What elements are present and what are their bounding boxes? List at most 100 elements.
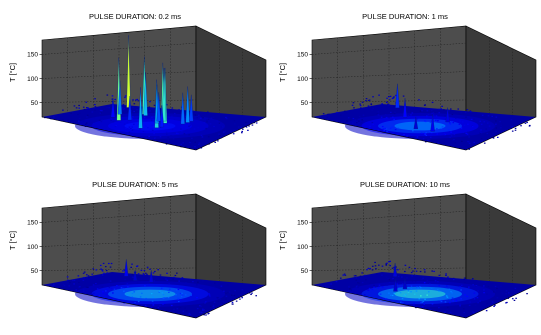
surface-pixel [422,277,424,279]
surface-pixel [124,96,126,98]
surface-pixel [157,307,160,309]
surface-pixel [203,309,205,311]
surface-pixel [79,112,81,114]
surface-pixel [67,279,69,281]
surface-pixel [495,130,497,133]
surface-pixel [436,120,439,122]
surface-pixel [451,292,453,294]
surface-pixel [192,280,194,283]
surface-pixel [131,292,134,295]
surface-pixel [477,302,479,304]
surface-pixel [389,95,392,97]
surface-pixel [475,284,478,287]
surface-pixel [173,276,175,279]
surface-pixel [426,110,429,112]
surface-pixel [406,277,408,279]
surface-pixel [455,300,458,302]
surface-pixel [494,125,497,127]
surface-pixel [208,293,210,295]
surface-pixel [452,277,455,279]
surface-pixel [487,115,490,117]
surface-pixel [217,300,219,302]
surface-pixel [73,279,76,281]
surface-pixel [413,293,416,295]
surface-pixel [403,276,405,279]
surface-pixel [352,102,355,104]
temperature-peak [117,80,123,115]
surface-pixel [316,284,319,286]
surface-pixel [387,277,389,280]
surface-pixel [366,289,369,291]
surface-pixel [241,132,243,134]
surface-pixel [412,130,414,132]
surface-pixel [364,274,366,277]
surface-pixel [57,117,60,119]
surface-pixel [198,114,200,116]
surface-pixel [445,110,447,113]
surface-pixel [153,136,156,138]
surface-pixel [510,119,513,121]
surface-pixel [124,95,127,97]
surface-pixel [186,123,188,125]
surface-pixel [473,312,475,314]
surface-pixel [146,273,148,275]
surface-pixel [415,270,418,272]
surface-pixel [386,97,388,99]
z-tick-label: 150 [27,52,38,59]
surface-pixel [511,130,514,132]
surface-pixel [336,111,338,114]
surface-pixel [105,290,107,292]
surface-pixel [424,141,427,143]
surface-pixel [528,124,531,127]
surface-pixel [344,110,346,112]
surface-pixel [158,290,161,292]
surface-pixel [359,103,361,105]
surface-pixel [350,124,352,126]
surface-pixel [111,98,114,100]
surface-pixel [440,127,443,129]
surface-pixel [86,114,89,116]
surface-pixel [123,290,125,292]
surface-pixel [386,284,388,286]
surface-pixel [465,116,467,118]
surface-pixel [351,104,354,106]
surface-pixel [515,123,518,125]
surface-pixel [447,129,450,131]
surface-pixel [199,311,201,313]
surface-pixel [191,140,194,142]
surface-pixel [162,287,165,289]
surface-pixel [78,281,80,284]
surface-pixel [128,131,131,133]
surface-pixel [351,122,354,124]
surface-pixel [441,126,444,128]
surface-pixel [432,112,435,114]
surface-pixel [505,302,507,304]
surface-pixel [505,290,508,292]
surface-pixel [480,137,483,140]
surface-pixel [416,118,418,120]
surface-pixel [136,279,139,281]
surface-pixel [381,103,383,105]
surface-pixel [198,281,201,284]
surface-pixel [151,116,153,119]
surface-pixel [380,116,383,118]
surface-pixel [404,270,406,273]
surface-pixel [446,308,448,310]
surface-pixel [381,274,383,276]
surface-pixel [388,99,391,101]
surface-pixel [438,108,440,110]
surface-pixel [393,113,396,115]
surface-pixel [187,314,190,316]
surface-pixel [510,127,512,130]
surface-pixel [495,287,497,289]
surface-pixel [86,107,88,109]
surface-pixel [177,288,180,291]
surface-pixel [185,282,187,284]
surface-pixel [101,274,104,276]
surface-pixel [184,145,187,148]
surface-pixel [438,112,441,114]
surface-pixel [410,271,413,274]
surface-pixel [68,285,71,287]
surface-pixel [165,290,167,292]
surface-pixel [511,124,514,126]
